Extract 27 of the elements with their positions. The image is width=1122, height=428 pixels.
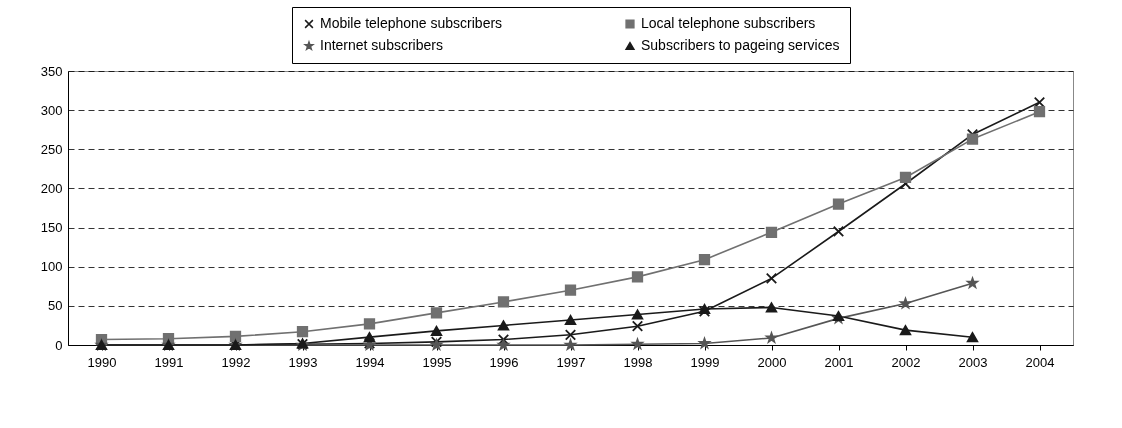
legend-label: Subscribers to pageing services — [641, 37, 840, 53]
x-tick-label: 1999 — [690, 354, 720, 370]
legend-label: Mobile telephone subscribers — [320, 15, 503, 31]
y-tick-label: 100 — [40, 259, 63, 275]
y-tick-label: 300 — [40, 102, 63, 118]
x-tick-label: 1991 — [154, 354, 184, 370]
x-tick-label: 2002 — [891, 354, 921, 370]
x-tick-label: 1993 — [288, 354, 318, 370]
x-tick-label: 1995 — [422, 354, 452, 370]
legend-label: Internet subscribers — [320, 37, 443, 53]
y-tick-label: 200 — [40, 180, 63, 196]
x-tick-label: 1998 — [623, 354, 653, 370]
y-tick-label: 0 — [55, 337, 63, 353]
y-tick-label: 50 — [48, 298, 63, 314]
x-tick-label: 2004 — [1025, 354, 1055, 370]
y-tick-label: 250 — [40, 141, 63, 157]
x-tick-label: 1996 — [489, 354, 519, 370]
x-tick-label: 2003 — [958, 354, 988, 370]
y-tick-label: 150 — [40, 220, 63, 236]
x-tick-label: 1992 — [221, 354, 251, 370]
x-tick-label: 2001 — [824, 354, 854, 370]
legend-label: Local telephone subscribers — [641, 15, 816, 31]
y-tick-label: 350 — [40, 63, 63, 79]
x-tick-label: 1990 — [87, 354, 117, 370]
x-tick-label: 2000 — [757, 354, 787, 370]
x-tick-label: 1994 — [355, 354, 385, 370]
x-tick-label: 1997 — [556, 354, 586, 370]
